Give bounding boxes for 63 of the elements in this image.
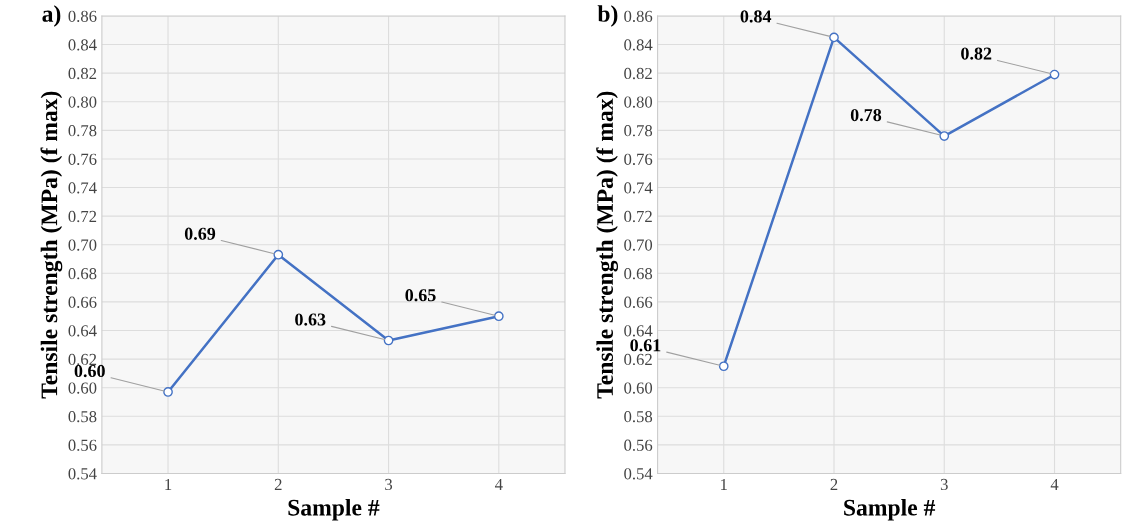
x-tick-label: 2 (830, 478, 838, 490)
y-tick-label: 0.66 (68, 296, 97, 308)
y-tick-label: 0.84 (68, 39, 97, 51)
data-label: 0.82 (961, 47, 992, 60)
y-tick-label: 0.62 (68, 353, 97, 366)
y-tick-label: 0.74 (624, 182, 653, 194)
y-tick-label: 0.56 (624, 439, 653, 451)
x-tick-label: 1 (165, 478, 172, 490)
y-tick-label: 0.70 (68, 239, 97, 251)
y-tick-label: 0.82 (624, 67, 652, 80)
y-tick-label: 0.60 (68, 382, 97, 394)
point (273, 249, 284, 260)
y-tick-label: 0.70 (624, 239, 653, 251)
x-tick-label: 1 (721, 478, 727, 490)
y-tick-label: 0.72 (624, 210, 652, 223)
point (1049, 69, 1060, 80)
point (493, 311, 504, 322)
y-tick-label: 0.82 (68, 67, 97, 80)
y-tick-label: 0.58 (624, 410, 653, 423)
data-label: 0.63 (295, 313, 326, 326)
y-tick-label: 0.54 (624, 468, 653, 480)
text: b) (597, 5, 618, 27)
y-tick-label: 0.58 (68, 410, 97, 423)
data-label: 0.78 (850, 108, 882, 122)
point (163, 387, 173, 397)
y-tick-label: 0.68 (624, 268, 653, 280)
y-tick-label: 0.72 (68, 210, 97, 223)
y-tick-label: 0.86 (624, 10, 653, 22)
point (829, 32, 839, 43)
x-tick-label: 2 (274, 478, 282, 490)
x-axis-title: Sample # (288, 499, 380, 521)
y-tick-label: 0.64 (68, 325, 97, 337)
point (383, 335, 394, 346)
data-label: 0.69 (184, 227, 216, 240)
y-tick-label: 0.56 (68, 439, 97, 451)
y-tick-label: 0.76 (68, 153, 97, 165)
point (718, 361, 729, 372)
x-tick-label: 4 (1050, 478, 1059, 490)
y-tick-label: 0.62 (624, 353, 652, 366)
x-tick-label: 4 (494, 478, 503, 490)
y-tick-label: 0.86 (68, 10, 97, 22)
y-axis-title: Tensile strength (MPa) (f max) (40, 91, 63, 399)
y-axis-title: Tensile strength (MPa) (f max) (596, 91, 619, 399)
y-tick-label: 0.60 (624, 382, 653, 394)
y-tick-label: 0.80 (68, 96, 97, 108)
x-tick-label: 3 (940, 478, 948, 491)
y-tick-label: 0.66 (624, 296, 653, 308)
data-label: 0.65 (405, 289, 436, 302)
y-tick-label: 0.78 (624, 125, 653, 137)
x-tick-label: 3 (385, 478, 393, 491)
x-axis-title: Sample # (844, 499, 936, 521)
data-label: 0.61 (630, 339, 661, 352)
point (939, 131, 950, 141)
data-label: 0.84 (740, 10, 772, 23)
y-tick-label: 0.84 (624, 39, 653, 51)
y-tick-label: 0.54 (68, 468, 97, 480)
y-tick-label: 0.80 (624, 96, 653, 108)
text: a) (42, 5, 61, 27)
y-tick-label: 0.64 (624, 325, 653, 337)
y-tick-label: 0.76 (624, 153, 653, 165)
y-tick-label: 0.78 (68, 125, 97, 137)
y-tick-label: 0.74 (68, 182, 97, 194)
y-tick-label: 0.68 (68, 268, 97, 280)
